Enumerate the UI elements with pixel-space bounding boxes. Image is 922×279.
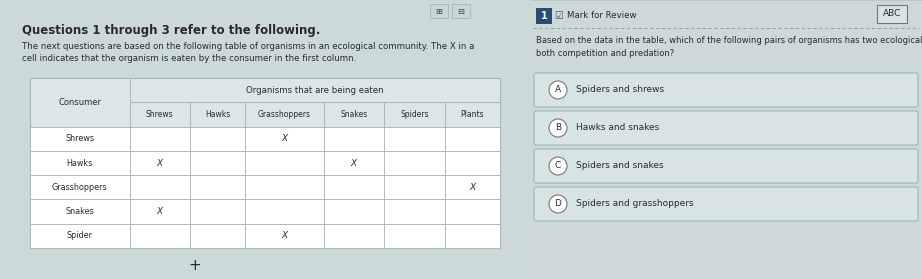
Text: Plants: Plants [460, 110, 484, 119]
Bar [384, 151, 444, 175]
Circle shape [549, 81, 567, 99]
Bar [30, 127, 130, 151]
Bar [384, 175, 444, 199]
Text: Snakes: Snakes [340, 110, 368, 119]
Text: +: + [188, 259, 201, 273]
Bar [324, 224, 384, 248]
Text: Spiders and shrews: Spiders and shrews [576, 85, 664, 95]
Bar [30, 199, 130, 224]
Bar [444, 151, 500, 175]
Text: X: X [157, 158, 163, 167]
Text: X: X [281, 231, 288, 240]
Text: Spiders and grasshoppers: Spiders and grasshoppers [576, 199, 693, 208]
Bar [30, 151, 130, 175]
Bar [130, 102, 190, 127]
Text: Spiders: Spiders [400, 110, 429, 119]
Text: Snakes: Snakes [65, 207, 94, 216]
Text: Hawks and snakes: Hawks and snakes [576, 124, 659, 133]
Text: X: X [157, 207, 163, 216]
Text: Spiders and snakes: Spiders and snakes [576, 162, 664, 170]
Bar [130, 224, 190, 248]
Bar [130, 175, 190, 199]
Bar [245, 102, 324, 127]
Bar [190, 175, 245, 199]
Text: X: X [350, 158, 357, 167]
Text: Based on the data in the table, which of the following pairs of organisms has tw: Based on the data in the table, which of… [536, 36, 922, 57]
Bar [190, 199, 245, 224]
Text: Consumer: Consumer [58, 98, 101, 107]
Text: Grasshoppers: Grasshoppers [258, 110, 311, 119]
Circle shape [549, 157, 567, 175]
FancyBboxPatch shape [877, 5, 907, 23]
Bar [30, 175, 130, 199]
Bar [245, 151, 324, 175]
Text: ⊞: ⊞ [435, 6, 443, 16]
Text: X: X [281, 134, 288, 143]
Bar [530, 0, 922, 279]
Bar [384, 102, 444, 127]
Text: D: D [554, 199, 561, 208]
FancyBboxPatch shape [534, 73, 918, 107]
Bar [444, 102, 500, 127]
Bar [30, 224, 130, 248]
Bar [384, 224, 444, 248]
Text: ABC: ABC [882, 9, 901, 18]
Bar [444, 199, 500, 224]
Bar [324, 199, 384, 224]
Bar [444, 224, 500, 248]
Text: The next questions are based on the following table of organisms in an ecologica: The next questions are based on the foll… [22, 42, 475, 63]
Text: ☑: ☑ [555, 11, 563, 21]
Text: Shrews: Shrews [65, 134, 94, 143]
Text: Hawks: Hawks [205, 110, 230, 119]
Bar [536, 8, 552, 24]
Bar [324, 102, 384, 127]
Text: X: X [469, 183, 476, 192]
Bar [324, 127, 384, 151]
Bar [444, 127, 500, 151]
Bar [30, 78, 500, 248]
Text: Mark for Review: Mark for Review [567, 11, 636, 20]
Bar [190, 224, 245, 248]
Bar [245, 199, 324, 224]
Bar [384, 199, 444, 224]
Bar [245, 127, 324, 151]
Bar [430, 4, 448, 18]
Circle shape [549, 195, 567, 213]
FancyBboxPatch shape [534, 149, 918, 183]
Bar [190, 151, 245, 175]
Bar [190, 127, 245, 151]
Text: Hawks: Hawks [66, 158, 93, 167]
Bar [130, 199, 190, 224]
Text: A: A [555, 85, 561, 95]
Bar [444, 175, 500, 199]
Bar [0, 0, 530, 279]
Bar [130, 151, 190, 175]
Text: Organisms that are being eaten: Organisms that are being eaten [246, 86, 384, 95]
Text: 1: 1 [540, 11, 548, 21]
Text: Questions 1 through 3 refer to the following.: Questions 1 through 3 refer to the follo… [22, 24, 320, 37]
FancyBboxPatch shape [534, 187, 918, 221]
Bar [130, 127, 190, 151]
Text: Shrews: Shrews [146, 110, 173, 119]
Text: B: B [555, 124, 561, 133]
Text: C: C [555, 162, 561, 170]
Bar [30, 78, 130, 127]
FancyBboxPatch shape [534, 111, 918, 145]
Bar [130, 78, 500, 102]
Text: Grasshoppers: Grasshoppers [52, 183, 108, 192]
Bar [190, 102, 245, 127]
Bar [384, 127, 444, 151]
Bar [324, 175, 384, 199]
Bar [245, 175, 324, 199]
Bar [452, 4, 470, 18]
Text: Spider: Spider [66, 231, 93, 240]
Bar [324, 151, 384, 175]
Circle shape [549, 119, 567, 137]
Bar [245, 224, 324, 248]
Text: ⊟: ⊟ [457, 6, 465, 16]
